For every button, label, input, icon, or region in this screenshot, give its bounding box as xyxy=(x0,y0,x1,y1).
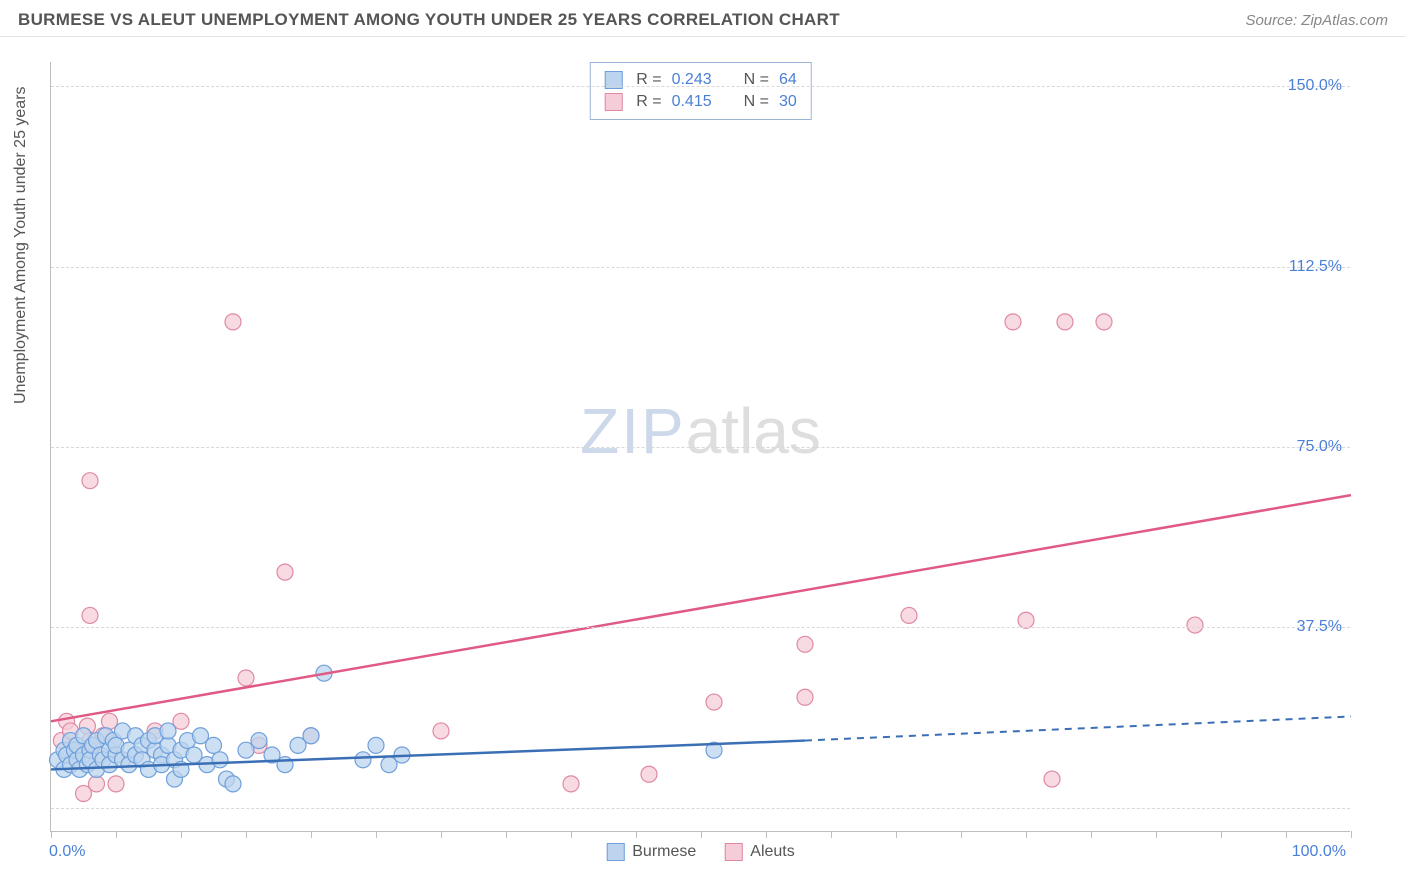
aleuts-point xyxy=(797,636,813,652)
aleuts-point xyxy=(1187,617,1203,633)
plot-region: ZIPatlas R =0.243N =64R =0.415N =30 0.0%… xyxy=(50,62,1350,832)
x-tick xyxy=(376,831,377,838)
aleuts-point xyxy=(563,776,579,792)
gridline xyxy=(51,447,1350,448)
gridline xyxy=(51,267,1350,268)
x-tick xyxy=(1091,831,1092,838)
aleuts-point xyxy=(797,689,813,705)
x-tick xyxy=(1221,831,1222,838)
chart-area: Unemployment Among Youth under 25 years … xyxy=(0,44,1406,892)
legend-swatch xyxy=(606,843,624,861)
gridline xyxy=(51,627,1350,628)
chart-source: Source: ZipAtlas.com xyxy=(1245,12,1388,29)
x-tick xyxy=(701,831,702,838)
aleuts-point xyxy=(225,314,241,330)
burmese-trend-line-dashed xyxy=(805,717,1351,741)
legend-bottom: Burmese Aleuts xyxy=(606,843,795,861)
aleuts-point xyxy=(238,670,254,686)
x-tick xyxy=(766,831,767,838)
x-tick xyxy=(51,831,52,838)
y-tick-label: 37.5% xyxy=(1297,618,1342,636)
chart-header: BURMESE VS ALEUT UNEMPLOYMENT AMONG YOUT… xyxy=(0,0,1406,37)
stat-R-value: 0.415 xyxy=(672,93,712,111)
x-tick xyxy=(246,831,247,838)
stat-N-label: N = xyxy=(744,93,769,111)
y-tick-label: 75.0% xyxy=(1297,438,1342,456)
x-tick xyxy=(571,831,572,838)
burmese-point xyxy=(303,728,319,744)
aleuts-point xyxy=(641,766,657,782)
aleuts-point xyxy=(1005,314,1021,330)
aleuts-point xyxy=(1096,314,1112,330)
aleuts-point xyxy=(108,776,124,792)
burmese-point xyxy=(368,737,384,753)
x-tick xyxy=(181,831,182,838)
y-axis-label: Unemployment Among Youth under 25 years xyxy=(12,86,30,404)
x-axis-max-label: 100.0% xyxy=(1292,843,1346,861)
aleuts-point xyxy=(82,473,98,489)
burmese-point xyxy=(212,752,228,768)
x-tick xyxy=(1286,831,1287,838)
gridline xyxy=(51,86,1350,87)
burmese-point xyxy=(225,776,241,792)
gridline xyxy=(51,808,1350,809)
aleuts-point xyxy=(89,776,105,792)
chart-title: BURMESE VS ALEUT UNEMPLOYMENT AMONG YOUT… xyxy=(18,10,840,30)
legend-label: Burmese xyxy=(632,843,696,861)
x-tick xyxy=(1156,831,1157,838)
aleuts-point xyxy=(1057,314,1073,330)
stat-N-value: 30 xyxy=(779,93,797,111)
legend-item-aleuts: Aleuts xyxy=(724,843,794,861)
aleuts-point xyxy=(1044,771,1060,787)
x-tick xyxy=(1351,831,1352,838)
stat-R-label: R = xyxy=(636,93,661,111)
aleuts-point xyxy=(1018,612,1034,628)
legend-item-burmese: Burmese xyxy=(606,843,696,861)
x-tick xyxy=(896,831,897,838)
burmese-point xyxy=(206,737,222,753)
aleuts-point xyxy=(277,564,293,580)
burmese-point xyxy=(160,723,176,739)
x-tick xyxy=(441,831,442,838)
stats-legend-box: R =0.243N =64 R = 0.415 N = 30 xyxy=(589,62,812,120)
aleuts-point xyxy=(82,607,98,623)
y-tick-label: 150.0% xyxy=(1288,77,1342,95)
burmese-point xyxy=(355,752,371,768)
stats-swatch xyxy=(604,93,622,111)
y-tick-label: 112.5% xyxy=(1289,258,1342,276)
x-tick xyxy=(961,831,962,838)
x-axis-min-label: 0.0% xyxy=(49,843,85,861)
x-tick xyxy=(311,831,312,838)
x-tick xyxy=(1026,831,1027,838)
legend-swatch xyxy=(724,843,742,861)
stats-row-aleuts: R = 0.415 N = 30 xyxy=(604,91,797,113)
burmese-point xyxy=(251,733,267,749)
aleuts-point xyxy=(901,607,917,623)
aleuts-point xyxy=(706,694,722,710)
stats-row-burmese: R =0.243N =64 xyxy=(604,69,797,91)
x-tick xyxy=(116,831,117,838)
x-tick xyxy=(831,831,832,838)
x-tick xyxy=(636,831,637,838)
aleuts-point xyxy=(433,723,449,739)
aleuts-trend-line xyxy=(51,495,1351,721)
x-tick xyxy=(506,831,507,838)
legend-label: Aleuts xyxy=(750,843,794,861)
